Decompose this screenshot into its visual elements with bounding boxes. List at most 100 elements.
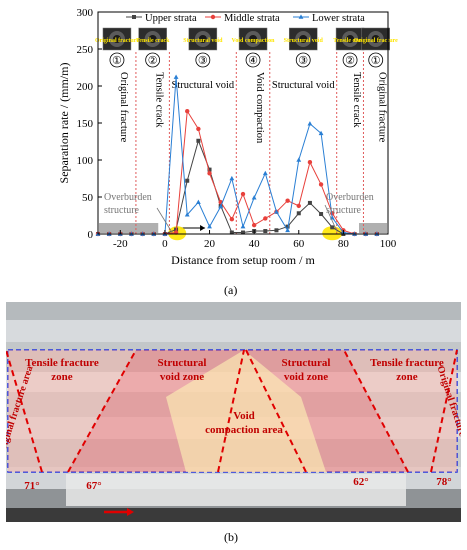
data-point bbox=[185, 108, 190, 114]
legend-label: Upper strata bbox=[145, 13, 197, 24]
zone-7: Original fracture ① Original fracture bbox=[354, 27, 398, 143]
svg-text:structure: structure bbox=[326, 205, 362, 216]
gob-bar-left bbox=[99, 223, 159, 233]
caved-blocks bbox=[66, 474, 406, 506]
series-line-0 bbox=[98, 139, 377, 235]
data-point bbox=[330, 225, 335, 230]
zone-label: Structural void bbox=[272, 80, 335, 91]
angle-label-3: 78° bbox=[436, 476, 451, 488]
advance-arrow-icon bbox=[104, 508, 134, 516]
data-point bbox=[285, 198, 290, 203]
zone-photo-label: Original fracture bbox=[354, 38, 398, 44]
data-point bbox=[241, 230, 245, 235]
data-point bbox=[229, 217, 235, 222]
zone-6: Tensile crack ② Tensile crack bbox=[333, 27, 368, 128]
data-point bbox=[262, 170, 268, 176]
y-axis-label: Separation rate / (mm/m) bbox=[57, 63, 71, 184]
x-tick-label: 40 bbox=[249, 238, 261, 250]
zone-label: Void compaction bbox=[254, 72, 265, 144]
data-point bbox=[319, 212, 324, 217]
zone-number: ② bbox=[148, 55, 158, 67]
label-structural-left-2: void zone bbox=[160, 371, 204, 383]
legend-marker bbox=[210, 14, 216, 20]
zone-number: ④ bbox=[248, 55, 258, 67]
zone-label: Tensile crack bbox=[154, 72, 165, 128]
zone-void-compaction bbox=[166, 350, 326, 472]
label-structural-left-1: Structural bbox=[158, 357, 207, 369]
y-tick-label: 200 bbox=[77, 81, 94, 93]
legend-marker bbox=[132, 15, 136, 19]
boundary-line-2 bbox=[217, 349, 245, 473]
x-tick-label: 80 bbox=[338, 238, 350, 250]
x-tick-label: -20 bbox=[113, 238, 128, 250]
data-point bbox=[307, 121, 313, 126]
data-point bbox=[274, 228, 279, 233]
stratum-0 bbox=[6, 302, 461, 320]
x-tick-label: 60 bbox=[293, 238, 305, 250]
angle-label-0: 71° bbox=[24, 480, 39, 492]
zone-2: Tensile crack ② Tensile crack bbox=[136, 27, 170, 128]
zone-4: Void compaction ④ Void compaction bbox=[232, 27, 276, 144]
gob-bar-right bbox=[359, 223, 387, 233]
annotation-right: Overburden structure bbox=[324, 192, 374, 232]
svg-text:Overburden: Overburden bbox=[104, 192, 152, 203]
label-void-2: compaction area bbox=[205, 424, 283, 436]
data-point bbox=[274, 209, 279, 214]
data-point bbox=[307, 200, 312, 205]
boundary-line-0 bbox=[6, 349, 43, 473]
zone-number: ① bbox=[112, 55, 122, 67]
label-tensile-right-1: Tensile fracture bbox=[370, 357, 444, 369]
data-point bbox=[196, 126, 201, 132]
zone-number: ③ bbox=[198, 55, 208, 67]
stratum-1 bbox=[6, 320, 461, 342]
svg-text:structure: structure bbox=[104, 205, 140, 216]
axis-layer: -20 0 20 40 60 80 100 0 50 100 150 200 250 300 Distanc… bbox=[57, 7, 397, 267]
y-tick-label: 100 bbox=[77, 155, 94, 167]
data-point bbox=[173, 74, 179, 79]
x-tick-label: 20 bbox=[204, 238, 216, 250]
data-point bbox=[240, 224, 246, 229]
label-tensile-left-1: Tensile fracture bbox=[25, 357, 99, 369]
boundary-line-3 bbox=[245, 349, 307, 473]
data-point bbox=[318, 130, 324, 136]
data-point bbox=[263, 216, 268, 221]
data-point bbox=[184, 212, 190, 217]
label-structural-right-1: Structural bbox=[282, 357, 331, 369]
zone-tensile-left bbox=[8, 350, 136, 472]
boundary-line-1 bbox=[67, 349, 137, 473]
zone-photo-label: Void compaction bbox=[232, 38, 276, 44]
x-tick-label: 100 bbox=[380, 238, 397, 250]
x-axis-label: Distance from setup room / m bbox=[171, 253, 315, 267]
zone-photo-label: Structural void bbox=[183, 38, 223, 44]
zone-label: Structural void bbox=[171, 80, 234, 91]
boundary-line-4 bbox=[343, 349, 409, 473]
legend-label: Middle strata bbox=[224, 13, 280, 24]
zone-photo-label: Tensile crack bbox=[333, 38, 367, 44]
x-tick-label: 0 bbox=[162, 238, 168, 250]
data-point bbox=[207, 167, 212, 172]
label-structural-right-2: void zone bbox=[284, 371, 328, 383]
zone-1: Original fracture ① Original fracture bbox=[95, 27, 139, 143]
label-tensile-right-2: zone bbox=[396, 371, 418, 383]
data-point bbox=[285, 227, 291, 233]
data-point bbox=[296, 157, 302, 162]
label-void-1: Void bbox=[233, 410, 255, 422]
data-point bbox=[240, 191, 246, 197]
data-point bbox=[307, 160, 313, 165]
data-point bbox=[296, 203, 301, 209]
data-point bbox=[218, 204, 224, 209]
legend-item-0: Upper strata bbox=[126, 13, 197, 24]
label-tensile-left-2: zone bbox=[51, 371, 73, 383]
data-point bbox=[185, 178, 190, 183]
zone-number: ③ bbox=[298, 55, 308, 67]
data-point bbox=[229, 175, 235, 181]
angle-label-1: 67° bbox=[86, 480, 101, 492]
data-point bbox=[207, 224, 212, 229]
y-tick-label: 250 bbox=[77, 44, 94, 56]
legend-label: Lower strata bbox=[312, 13, 365, 24]
data-point bbox=[251, 195, 257, 200]
zone-photo-label: Structural void bbox=[284, 38, 324, 44]
data-point bbox=[285, 224, 290, 229]
